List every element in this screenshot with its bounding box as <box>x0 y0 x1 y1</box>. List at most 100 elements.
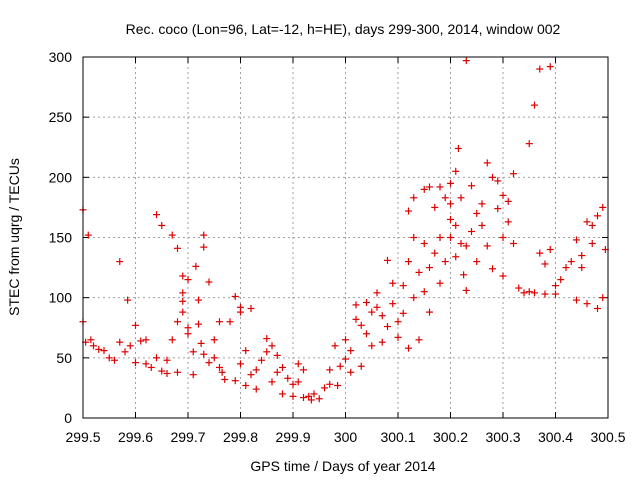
data-point <box>415 268 423 276</box>
data-point <box>252 366 260 374</box>
data-point <box>373 303 381 311</box>
data-point <box>405 258 412 266</box>
data-point <box>179 289 187 297</box>
data-point <box>132 321 139 329</box>
data-point <box>184 330 192 338</box>
data-point <box>431 203 439 211</box>
data-point <box>268 342 276 350</box>
data-point <box>567 258 575 266</box>
data-point <box>426 264 433 272</box>
data-point <box>468 227 475 235</box>
data-point <box>334 382 342 390</box>
data-point <box>168 231 176 239</box>
data-point <box>347 347 355 355</box>
data-point <box>189 348 197 356</box>
data-point <box>179 297 187 305</box>
data-point <box>541 260 549 268</box>
chart-title: Rec. coco (Lon=96, Lat=-12, h=HE), days … <box>126 21 561 37</box>
data-point <box>394 333 402 341</box>
data-point <box>510 170 517 178</box>
data-point <box>452 167 460 175</box>
data-point <box>583 218 591 226</box>
data-point <box>536 65 544 73</box>
data-point <box>420 185 428 193</box>
data-point <box>454 144 462 152</box>
data-point <box>331 342 339 350</box>
data-point <box>525 140 533 148</box>
data-point <box>504 197 512 205</box>
x-tick-labels: 299.5 299.6 299.7 299.8 299.9 300 300.1 300.2 30… <box>65 429 625 445</box>
data-point <box>599 294 607 302</box>
x-tick-label: 299.8 <box>223 429 258 445</box>
data-point <box>279 363 286 371</box>
data-point <box>394 318 402 326</box>
data-point <box>237 360 244 368</box>
data-point <box>441 258 449 266</box>
data-point <box>284 374 292 382</box>
data-point <box>342 336 349 344</box>
x-tick-label: 299.7 <box>170 429 205 445</box>
data-point <box>531 289 538 297</box>
data-point <box>573 236 580 244</box>
data-point <box>452 253 460 261</box>
data-point <box>473 209 481 217</box>
data-point <box>116 258 124 266</box>
data-point <box>87 336 95 344</box>
data-point <box>242 382 250 390</box>
x-tick-label: 300 <box>334 429 358 445</box>
data-point <box>460 271 468 279</box>
data-point <box>447 200 454 208</box>
data-point <box>111 356 118 364</box>
data-point <box>352 315 360 323</box>
data-point <box>221 375 229 383</box>
data-point <box>552 290 559 298</box>
data-point <box>205 359 213 367</box>
data-point <box>189 371 197 379</box>
data-point <box>588 240 596 248</box>
data-point <box>525 288 533 296</box>
data-point <box>218 368 226 376</box>
y-tick-label: 150 <box>49 230 73 246</box>
data-point <box>163 356 171 364</box>
x-tick-label: 300.4 <box>538 429 573 445</box>
data-point <box>116 338 124 346</box>
data-point <box>126 342 134 350</box>
data-point <box>478 221 486 229</box>
x-tick-label: 299.9 <box>275 429 310 445</box>
data-point <box>436 183 444 191</box>
data-point <box>389 300 397 308</box>
data-point <box>389 279 397 287</box>
data-point <box>294 378 302 386</box>
data-point <box>405 207 412 215</box>
data-point <box>373 289 381 297</box>
data-point <box>163 369 171 377</box>
data-point <box>326 380 334 388</box>
data-point <box>205 278 213 286</box>
data-point <box>184 276 192 284</box>
data-point <box>307 396 315 404</box>
data-point <box>158 221 166 229</box>
data-point <box>546 63 554 71</box>
data-point <box>226 318 234 326</box>
data-point <box>310 390 318 398</box>
data-point <box>594 212 601 220</box>
data-point <box>462 286 470 294</box>
data-point <box>263 335 271 343</box>
data-point <box>420 288 428 296</box>
data-point <box>473 258 481 266</box>
plot-frame <box>82 56 609 419</box>
x-axis-title: GPS time / Days of year 2014 <box>250 458 435 474</box>
data-point <box>121 348 129 356</box>
data-point <box>420 240 428 248</box>
y-tick-label: 300 <box>49 49 73 65</box>
data-point <box>300 394 307 402</box>
data-point <box>368 342 376 350</box>
data-point <box>273 368 281 376</box>
data-point <box>457 194 465 202</box>
data-point <box>231 377 239 385</box>
data-point <box>300 366 307 374</box>
data-point <box>462 57 470 65</box>
data-point <box>510 240 517 248</box>
data-point <box>594 304 601 312</box>
